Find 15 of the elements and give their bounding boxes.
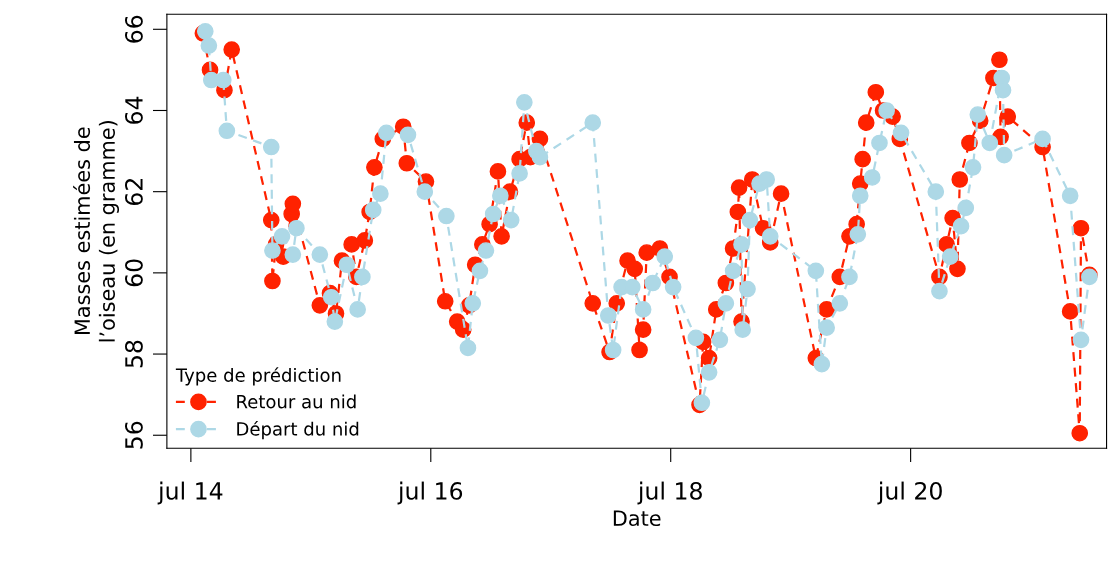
- legend-label: Départ du nid: [237, 421, 359, 440]
- x-tick-label: jul 16: [397, 481, 463, 505]
- y-tick-label: 58: [125, 340, 143, 368]
- y-tick-label: 60: [125, 259, 143, 287]
- x-axis-title: Date: [613, 510, 661, 527]
- y-tick-label: 62: [125, 179, 143, 206]
- y-tick-label: 56: [125, 421, 143, 449]
- y-tick-label: 64: [125, 96, 143, 124]
- legend-title: Type de prédiction: [175, 367, 341, 386]
- y-axis-title: Masses estimées de l’oiseau (en gramme): [73, 121, 120, 342]
- legend-label: Retour au nid: [237, 394, 356, 409]
- y-tick-label: 66: [125, 15, 143, 43]
- x-tick-label: jul 20: [877, 481, 942, 505]
- x-tick-label: jul 18: [637, 481, 702, 505]
- x-tick-label: jul 14: [157, 481, 223, 505]
